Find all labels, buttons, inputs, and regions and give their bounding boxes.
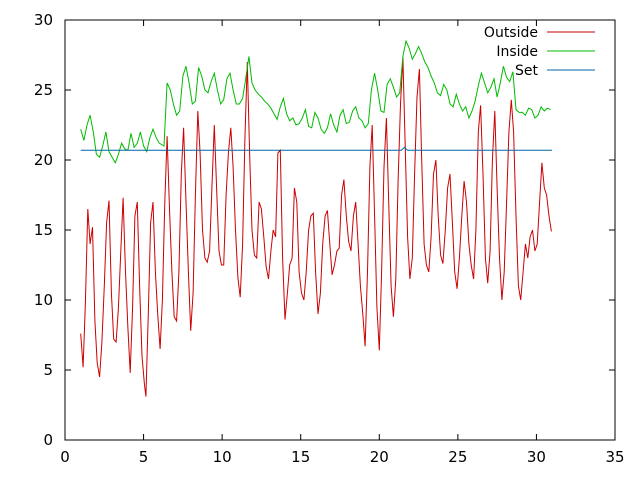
y-tick-label: 0	[43, 431, 53, 449]
y-tick-label: 5	[43, 361, 53, 379]
axis-ticks: 0 5 10 15 20 25 30 35 0 5 10 15 20 25 30	[34, 11, 625, 466]
series-group	[80, 39, 553, 397]
y-tick-label: 15	[34, 221, 53, 239]
y-tick-label: 10	[34, 291, 53, 309]
x-tick-label: 30	[527, 448, 546, 466]
legend-label-outside: Outside	[484, 25, 538, 41]
x-tick-label: 5	[139, 448, 149, 466]
x-tick-label: 25	[448, 448, 467, 466]
legend-label-inside: Inside	[496, 44, 538, 60]
y-tick-label: 25	[34, 81, 53, 99]
x-tick-label: 15	[291, 448, 310, 466]
x-tick-label: 35	[605, 448, 624, 466]
x-tick-label: 10	[213, 448, 232, 466]
y-tick-label: 20	[34, 151, 53, 169]
series-line-outside	[80, 57, 552, 397]
x-tick-label: 20	[370, 448, 389, 466]
y-tick-label: 30	[34, 11, 53, 29]
legend: Outside Inside Set	[484, 25, 595, 79]
series-line-inside	[80, 39, 551, 164]
x-tick-label: 0	[60, 448, 70, 466]
series-line-set	[80, 146, 553, 151]
legend-label-set: Set	[515, 63, 539, 79]
